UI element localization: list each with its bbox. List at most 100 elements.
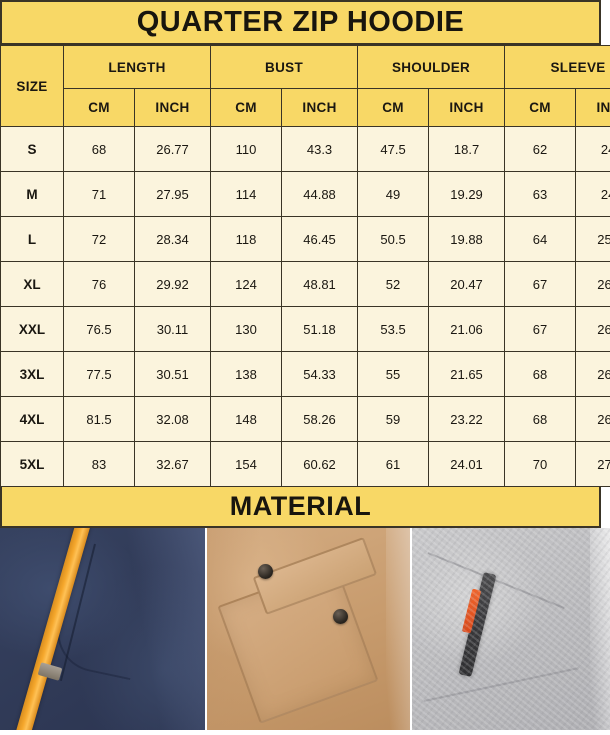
column-header-sleeve: SLEEVE [504, 45, 610, 89]
cell-size: XL [0, 261, 64, 307]
cell-length-inch: 32.67 [133, 441, 212, 487]
cell-sleeve-inch: 24.4 [575, 126, 610, 172]
cell-bust-cm: 154 [210, 441, 283, 487]
cell-length-inch: 29.92 [133, 261, 212, 307]
cell-bust-inch: 48.81 [281, 261, 359, 307]
cell-bust-cm: 118 [210, 216, 283, 262]
unit-header-length-inch: INCH [133, 88, 212, 127]
header-row-units: CM INCH CM INCH CM INCH CM INCH [1, 88, 610, 127]
cell-shoulder-cm: 61 [357, 441, 430, 487]
cell-length-inch: 32.08 [133, 396, 212, 442]
cell-sleeve-cm: 67 [504, 306, 577, 352]
cell-shoulder-inch: 19.88 [428, 216, 506, 262]
cell-shoulder-inch: 24.01 [428, 441, 506, 487]
cell-bust-inch: 44.88 [281, 171, 359, 217]
cell-shoulder-inch: 18.7 [428, 126, 506, 172]
cell-size: M [0, 171, 64, 217]
cell-bust-inch: 58.26 [281, 396, 359, 442]
unit-header-shoulder-inch: INCH [428, 88, 506, 127]
cell-shoulder-cm: 47.5 [357, 126, 430, 172]
cell-sleeve-inch: 26.77 [575, 351, 610, 397]
header-row-groups: SIZE LENGTH BUST SHOULDER SLEEVE [0, 45, 610, 127]
size-chart-table: SIZE LENGTH BUST SHOULDER SLEEVE CM INCH… [0, 45, 610, 487]
cell-length-inch: 28.34 [133, 216, 212, 262]
cell-length-inch: 27.95 [133, 171, 212, 217]
cell-bust-inch: 43.3 [281, 126, 359, 172]
unit-header-sleeve-inch: INCH [575, 88, 610, 127]
cell-sleeve-inch: 26.37 [575, 306, 610, 352]
cell-bust-cm: 138 [210, 351, 283, 397]
cell-shoulder-inch: 21.06 [428, 306, 506, 352]
table-row: M 71 27.95 114 44.88 49 19.29 63 24.8 [0, 171, 610, 217]
table-row: 5XL 83 32.67 154 60.62 61 24.01 70 27.55 [0, 441, 610, 487]
cell-sleeve-cm: 68 [504, 351, 577, 397]
cell-length-cm: 68 [63, 126, 135, 172]
column-header-bust: BUST [210, 45, 359, 89]
cell-bust-cm: 130 [210, 306, 283, 352]
unit-header-shoulder-cm: CM [357, 88, 430, 127]
unit-header-bust-cm: CM [210, 88, 283, 127]
column-header-shoulder: SHOULDER [357, 45, 506, 89]
cell-shoulder-cm: 59 [357, 396, 430, 442]
fleece-seam-line [427, 552, 565, 610]
cell-length-inch: 26.77 [133, 126, 212, 172]
table-row: 3XL 77.5 30.51 138 54.33 55 21.65 68 26.… [0, 351, 610, 397]
cell-sleeve-inch: 26.37 [575, 261, 610, 307]
table-row: L 72 28.34 118 46.45 50.5 19.88 64 25.19 [0, 216, 610, 262]
cell-bust-cm: 110 [210, 126, 283, 172]
cell-bust-inch: 51.18 [281, 306, 359, 352]
cell-sleeve-cm: 64 [504, 216, 577, 262]
column-header-size: SIZE [0, 45, 64, 127]
fabric-edge-highlight [590, 528, 610, 730]
cell-size: 4XL [0, 396, 64, 442]
unit-header-sleeve-cm: CM [504, 88, 577, 127]
navy-zip-pocket-photo [0, 528, 205, 730]
table-body: S 68 26.77 110 43.3 47.5 18.7 62 24.4 M … [0, 126, 610, 487]
material-heading: MATERIAL [229, 491, 372, 521]
cell-shoulder-cm: 53.5 [357, 306, 430, 352]
cell-length-cm: 76.5 [63, 306, 135, 352]
cell-length-cm: 72 [63, 216, 135, 262]
table-row: 4XL 81.5 32.08 148 58.26 59 23.22 68 26.… [0, 396, 610, 442]
fabric-edge-highlight [385, 528, 410, 730]
cell-bust-cm: 114 [210, 171, 283, 217]
cell-bust-inch: 60.62 [281, 441, 359, 487]
cell-sleeve-inch: 27.55 [575, 441, 610, 487]
cell-length-cm: 77.5 [63, 351, 135, 397]
cell-bust-cm: 148 [210, 396, 283, 442]
cell-sleeve-cm: 68 [504, 396, 577, 442]
grey-fleece-zip-photo [412, 528, 610, 730]
cell-shoulder-cm: 50.5 [357, 216, 430, 262]
unit-header-length-cm: CM [63, 88, 135, 127]
snap-button-icon [332, 608, 348, 624]
cell-shoulder-cm: 52 [357, 261, 430, 307]
cell-sleeve-cm: 62 [504, 126, 577, 172]
product-title-banner: QUARTER ZIP HOODIE [0, 0, 601, 45]
cell-sleeve-cm: 63 [504, 171, 577, 217]
cell-sleeve-cm: 67 [504, 261, 577, 307]
cell-length-cm: 76 [63, 261, 135, 307]
material-banner: MATERIAL [0, 487, 601, 528]
cell-size: 3XL [0, 351, 64, 397]
table-row: XL 76 29.92 124 48.81 52 20.47 67 26.37 [0, 261, 610, 307]
column-header-length: LENGTH [62, 45, 212, 89]
cell-length-cm: 81.5 [63, 396, 135, 442]
table-row: XXL 76.5 30.11 130 51.18 53.5 21.06 67 2… [0, 306, 610, 352]
cell-shoulder-inch: 21.65 [428, 351, 506, 397]
cell-sleeve-cm: 70 [504, 441, 577, 487]
cell-size: 5XL [0, 441, 64, 487]
cell-shoulder-cm: 49 [357, 171, 430, 217]
cell-size: L [0, 216, 64, 262]
cell-shoulder-inch: 20.47 [428, 261, 506, 307]
cell-shoulder-inch: 19.29 [428, 171, 506, 217]
cell-sleeve-inch: 24.8 [575, 171, 610, 217]
cell-sleeve-inch: 26.77 [575, 396, 610, 442]
cell-length-cm: 71 [63, 171, 135, 217]
cell-size: XXL [0, 306, 64, 352]
khaki-cargo-pocket-photo [207, 528, 410, 730]
table-row: S 68 26.77 110 43.3 47.5 18.7 62 24.4 [0, 126, 610, 172]
material-photo-strip [0, 528, 610, 730]
fabric-highlight [127, 528, 205, 730]
cell-bust-inch: 54.33 [281, 351, 359, 397]
